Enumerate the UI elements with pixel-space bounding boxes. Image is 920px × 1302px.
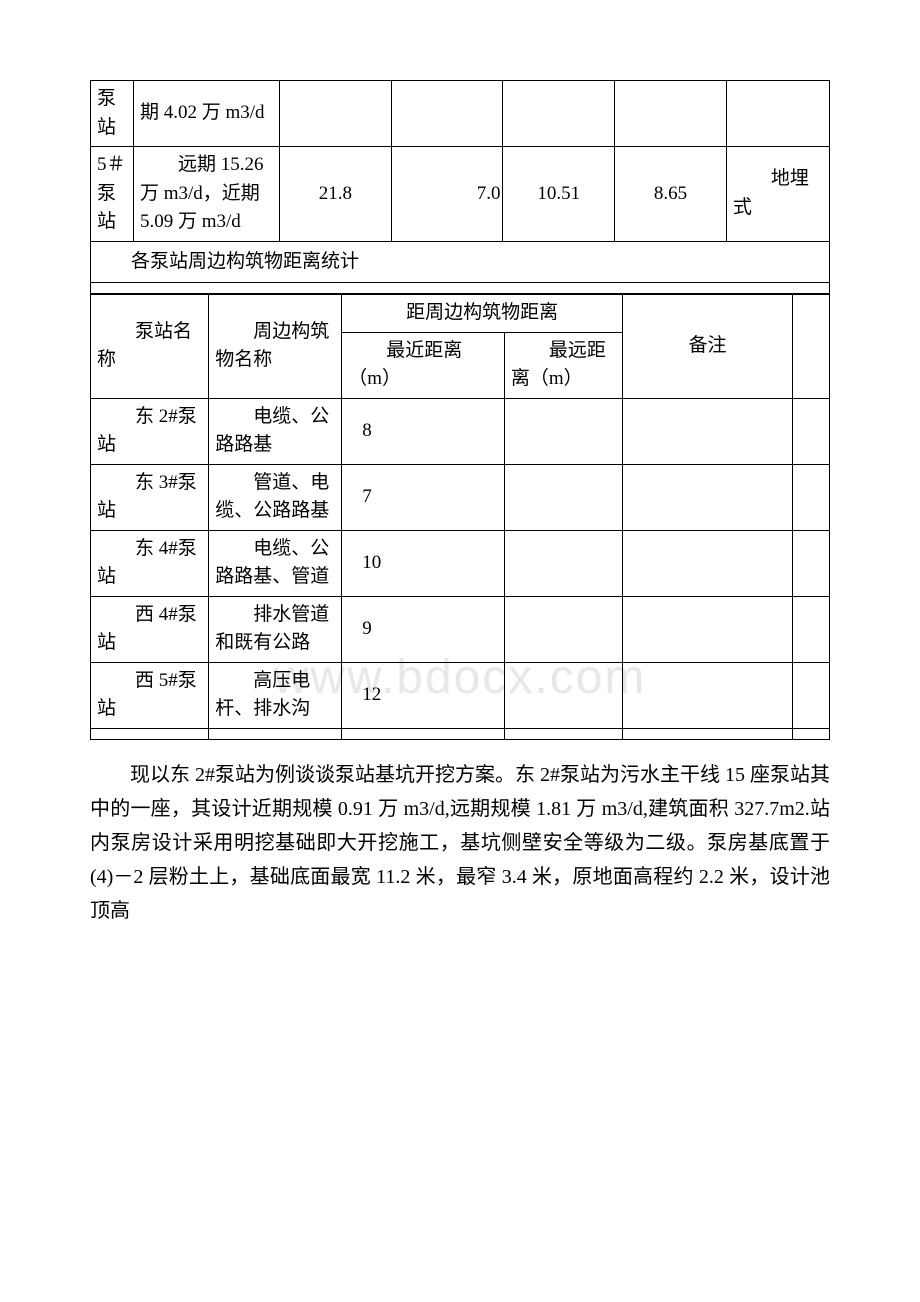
cell-empty [503, 81, 615, 147]
table-row: 东 2#泵站 电缆、公路路基 8 [91, 398, 830, 464]
spacer-cell [342, 728, 505, 739]
spacer-cell [91, 283, 830, 294]
cell-empty [793, 662, 830, 728]
cell-desc: 期 4.02 万 m3/d [133, 81, 279, 147]
spacer-row [91, 283, 830, 294]
cell-empty [615, 81, 727, 147]
table-row: 西 4#泵站 排水管道和既有公路 9 [91, 596, 830, 662]
cell-value: 8.65 [615, 147, 727, 242]
cell-empty [793, 398, 830, 464]
cell-value: 7.0 [391, 147, 503, 242]
cell-nearest: 7 [342, 464, 505, 530]
spacer-cell [623, 728, 793, 739]
spacer-cell [793, 728, 830, 739]
header-name: 泵站名称 [91, 295, 209, 399]
cell-remark [623, 464, 793, 530]
cell-empty [391, 81, 503, 147]
cell-empty [726, 81, 829, 147]
table-row: 泵站 期 4.02 万 m3/d [91, 81, 830, 147]
cell-name: 东 3#泵站 [91, 464, 209, 530]
cell-name: 东 4#泵站 [91, 530, 209, 596]
body-paragraph: 现以东 2#泵站为例谈谈泵站基坑开挖方案。东 2#泵站为污水主干线 15 座泵站… [90, 758, 830, 928]
cell-structure: 排水管道和既有公路 [209, 596, 342, 662]
distance-stats-table: 泵站名称 周边构筑物名称 距周边构筑物距离 备注 最近距离（m） 最远距离（m）… [90, 294, 830, 740]
cell-structure: 高压电杆、排水沟 [209, 662, 342, 728]
cell-nearest: 10 [342, 530, 505, 596]
cell-structure: 电缆、公路路基、管道 [209, 530, 342, 596]
cell-remark [623, 530, 793, 596]
table2-title-cell: 各泵站周边构筑物距离统计 [91, 241, 830, 283]
spacer-cell [209, 728, 342, 739]
cell-empty [793, 464, 830, 530]
cell-remark [623, 398, 793, 464]
cell-remark [623, 596, 793, 662]
cell-farthest [504, 596, 622, 662]
table-header-row: 泵站名称 周边构筑物名称 距周边构筑物距离 备注 [91, 295, 830, 333]
table-row: 西 5#泵站 高压电杆、排水沟 12 [91, 662, 830, 728]
cell-station: 5＃泵站 [91, 147, 134, 242]
cell-name: 西 5#泵站 [91, 662, 209, 728]
table-row: 5＃泵站 远期 15.26 万 m3/d，近期 5.09 万 m3/d 21.8… [91, 147, 830, 242]
cell-name: 西 4#泵站 [91, 596, 209, 662]
table-row: 东 3#泵站 管道、电缆、公路路基 7 [91, 464, 830, 530]
cell-remark [623, 662, 793, 728]
spacer-cell [504, 728, 622, 739]
cell-nearest: 8 [342, 398, 505, 464]
pump-station-spec-table: 泵站 期 4.02 万 m3/d 5＃泵站 远期 15.26 万 m3/d，近期… [90, 80, 830, 294]
cell-farthest [504, 662, 622, 728]
header-distance: 距周边构筑物距离 [342, 295, 623, 333]
cell-structure: 管道、电缆、公路路基 [209, 464, 342, 530]
cell-structure: 电缆、公路路基 [209, 398, 342, 464]
cell-empty [793, 530, 830, 596]
cell-desc: 远期 15.26 万 m3/d，近期 5.09 万 m3/d [133, 147, 279, 242]
spacer-cell [91, 728, 209, 739]
cell-empty [280, 81, 392, 147]
cell-value: 21.8 [280, 147, 392, 242]
header-farthest: 最远距离（m） [504, 332, 622, 398]
table-row: 东 4#泵站 电缆、公路路基、管道 10 [91, 530, 830, 596]
spacer-row [91, 728, 830, 739]
header-remark: 备注 [623, 295, 793, 399]
paragraph-text: 现以东 2#泵站为例谈谈泵站基坑开挖方案。东 2#泵站为污水主干线 15 座泵站… [90, 758, 830, 928]
header-empty [793, 295, 830, 399]
cell-farthest [504, 530, 622, 596]
table2-title-row: 各泵站周边构筑物距离统计 [91, 241, 830, 283]
cell-station: 泵站 [91, 81, 134, 147]
cell-name: 东 2#泵站 [91, 398, 209, 464]
cell-nearest: 9 [342, 596, 505, 662]
header-nearest: 最近距离（m） [342, 332, 505, 398]
cell-nearest: 12 [342, 662, 505, 728]
header-structure: 周边构筑物名称 [209, 295, 342, 399]
cell-type: 地埋式 [726, 147, 829, 242]
cell-empty [793, 596, 830, 662]
cell-farthest [504, 464, 622, 530]
cell-value: 10.51 [503, 147, 615, 242]
cell-farthest [504, 398, 622, 464]
